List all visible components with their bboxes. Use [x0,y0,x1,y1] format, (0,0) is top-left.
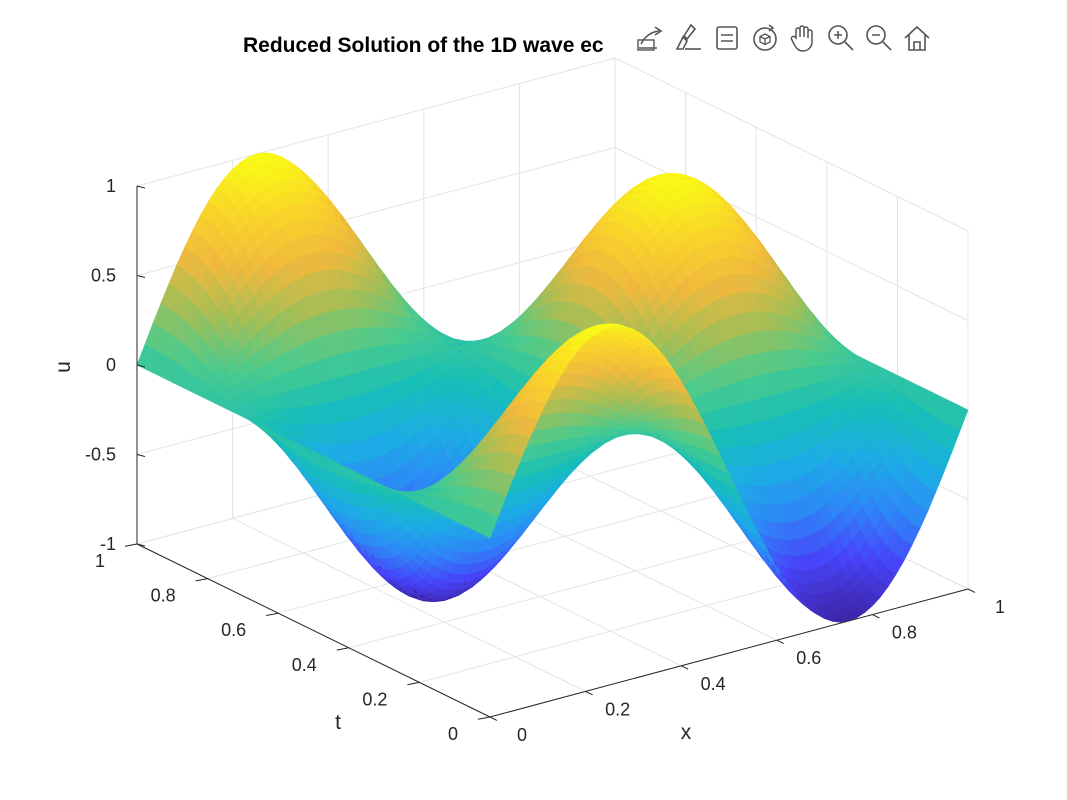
t-tick-label: 0 [448,724,458,744]
rotate-3d-button[interactable] [746,18,784,58]
u-tick [136,275,146,278]
u-tick-label: 0.5 [91,266,116,286]
zoom-out-button[interactable] [860,18,898,58]
x-tick-label: 0.8 [892,623,917,643]
zoom-out-icon [866,25,892,51]
t-tick-label: 1 [95,551,105,571]
x-tick-label: 1 [995,597,1005,617]
x-tick-label: 0.2 [605,699,630,719]
t-axis-label: t [335,711,341,734]
floor-gridline-x [232,517,586,692]
u-tick [136,185,146,189]
restore-view-button[interactable] [898,18,936,58]
u-tick-label: -0.5 [85,445,116,465]
x-tick-label: 0 [517,725,527,745]
t-tick-label: 0.2 [362,689,387,709]
back-gridline-u [136,57,616,187]
chart-title: Reduced Solution of the 1D wave ec [243,34,604,57]
floor-gridline-t [278,484,757,614]
brush-icon [675,23,701,50]
t-tick [266,612,279,616]
surface[interactable] [136,152,969,623]
export-button[interactable] [632,18,670,58]
u-axis-label: u [52,361,75,373]
t-tick-label: 0.6 [221,620,246,640]
u-tick-label: 1 [106,176,116,196]
x-tick [585,690,593,696]
x-tick [489,716,498,721]
side-gridline-u [614,57,969,232]
x-axis-line [489,588,969,718]
zoom-in-button[interactable] [822,18,860,58]
x-tick [776,639,785,645]
pan-button[interactable] [784,18,822,58]
x-axis-label: x [681,721,692,744]
rotate-3d-icon [753,24,777,51]
x-tick [872,614,880,619]
x-tick-label: 0.4 [701,674,726,694]
t-tick [407,681,420,686]
t-tick [195,578,208,582]
zoom-in-icon [828,25,854,51]
export-icon [637,26,663,51]
surface-patch [953,406,969,432]
data-tips-button[interactable] [708,18,746,58]
t-tick [477,716,491,720]
t-tick-label: 0.8 [151,586,176,606]
x-tick [967,588,976,593]
t-tick [124,543,138,547]
u-tick [136,543,146,547]
tick-marks [124,185,976,721]
u-tick-label: 0 [106,355,116,375]
t-tick [336,647,349,651]
t-axis-line [136,543,491,718]
x-tick [680,665,689,670]
u-tick-label: -1 [100,534,116,554]
axes-toolbar [632,18,936,58]
u-tick [136,364,146,368]
floor-gridline-t [348,519,827,649]
home-icon [904,25,930,51]
u-tick [136,454,146,457]
x-tick-label: 0.6 [796,648,821,668]
pan-hand-icon [790,25,813,52]
brush-button[interactable] [670,18,708,58]
data-tips-icon [716,26,738,50]
t-tick-label: 0.4 [292,655,317,675]
